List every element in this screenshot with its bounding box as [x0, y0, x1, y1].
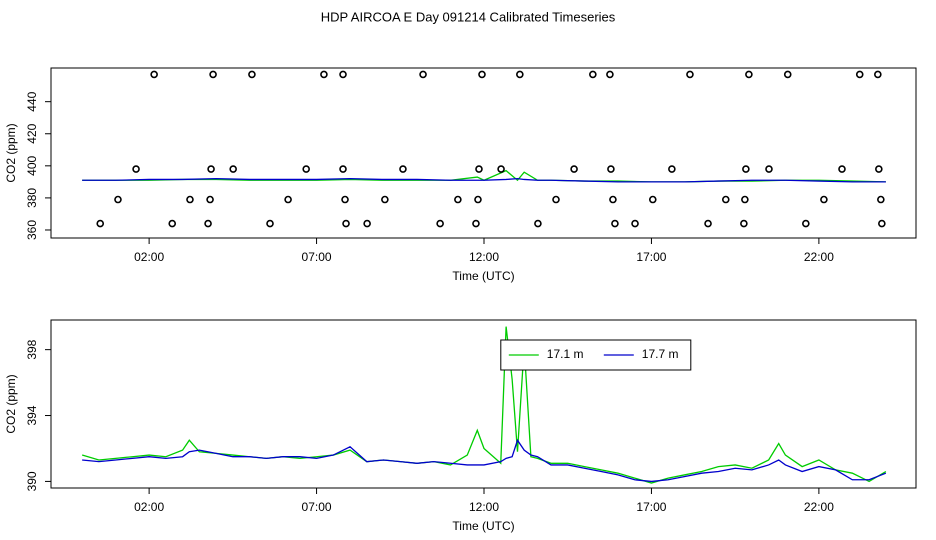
x-axis-label: Time (UTC) [452, 519, 514, 533]
data-point [186, 195, 194, 204]
legend-label: 17.1 m [547, 347, 584, 361]
x-tick-label: 07:00 [302, 250, 332, 264]
data-point [631, 219, 639, 228]
x-tick-label: 02:00 [134, 500, 164, 514]
data-point [342, 219, 350, 228]
data-point [516, 70, 524, 79]
data-point [606, 70, 614, 79]
legend-label: 17.7 m [642, 347, 679, 361]
chart-title: HDP AIRCOA E Day 091214 Calibrated Times… [321, 9, 616, 24]
data-point [207, 165, 215, 173]
data-point [96, 219, 105, 228]
data-point [765, 165, 773, 173]
data-point [341, 195, 349, 204]
data-point [229, 165, 237, 173]
data-point [742, 165, 750, 173]
x-tick-label: 22:00 [804, 250, 834, 264]
data-point [875, 165, 883, 173]
data-point [381, 195, 389, 204]
data-point [609, 195, 617, 204]
data-point [204, 219, 212, 228]
data-point [114, 195, 122, 204]
data-point [497, 165, 505, 173]
data-point [668, 165, 676, 173]
data-point [339, 165, 347, 173]
x-tick-label: 17:00 [636, 250, 666, 264]
data-point [399, 165, 407, 173]
data-point [607, 165, 615, 173]
data-point [874, 70, 882, 79]
plot-frame [50, 67, 917, 239]
data-point [339, 70, 347, 79]
data-point [168, 219, 177, 228]
x-tick-label: 22:00 [804, 500, 834, 514]
data-point [570, 165, 578, 173]
y-tick-label: 400 [25, 155, 39, 175]
y-tick-label: 360 [25, 220, 39, 240]
y-axis-label: CO2 (ppm) [4, 123, 18, 182]
data-point [820, 195, 828, 204]
data-point [534, 219, 542, 228]
x-tick-label: 17:00 [636, 500, 666, 514]
data-point [802, 219, 810, 228]
data-point [740, 219, 748, 228]
x-tick-label: 12:00 [469, 250, 499, 264]
data-point [741, 195, 749, 204]
y-tick-label: 380 [25, 188, 39, 208]
data-point [320, 70, 328, 79]
data-point [478, 70, 486, 79]
data-point [302, 165, 310, 173]
data-point [648, 195, 657, 204]
y-tick-label: 394 [25, 405, 39, 425]
data-point [206, 195, 214, 204]
y-axis-label: CO2 (ppm) [4, 374, 18, 433]
data-point [436, 219, 444, 228]
data-point [783, 70, 792, 79]
x-tick-label: 02:00 [134, 250, 164, 264]
data-point [150, 70, 158, 79]
y-tick-label: 420 [25, 123, 39, 143]
data-line [82, 178, 886, 183]
data-point [838, 165, 846, 173]
data-point [266, 219, 274, 228]
data-point [248, 70, 256, 79]
data-point [454, 195, 462, 204]
y-tick-label: 440 [25, 91, 39, 111]
data-point [474, 195, 482, 204]
x-tick-label: 07:00 [302, 500, 332, 514]
data-point [552, 195, 560, 204]
data-point [855, 70, 864, 79]
data-point [878, 219, 886, 228]
x-axis-label: Time (UTC) [452, 269, 514, 283]
data-point [419, 70, 427, 79]
plot-frame [50, 319, 917, 489]
data-point [721, 195, 730, 204]
data-point [284, 195, 292, 204]
data-point [209, 70, 217, 79]
data-point [704, 219, 712, 228]
y-tick-label: 398 [25, 339, 39, 359]
data-point [132, 165, 140, 173]
data-point [611, 219, 619, 228]
data-point [877, 195, 885, 204]
data-line [82, 438, 887, 483]
data-point [686, 70, 694, 79]
data-point [745, 70, 753, 79]
y-tick-label: 390 [25, 471, 39, 491]
data-point [589, 70, 597, 79]
data-point [363, 219, 371, 228]
x-tick-label: 12:00 [469, 500, 499, 514]
data-point [472, 219, 480, 228]
data-point [475, 165, 483, 173]
